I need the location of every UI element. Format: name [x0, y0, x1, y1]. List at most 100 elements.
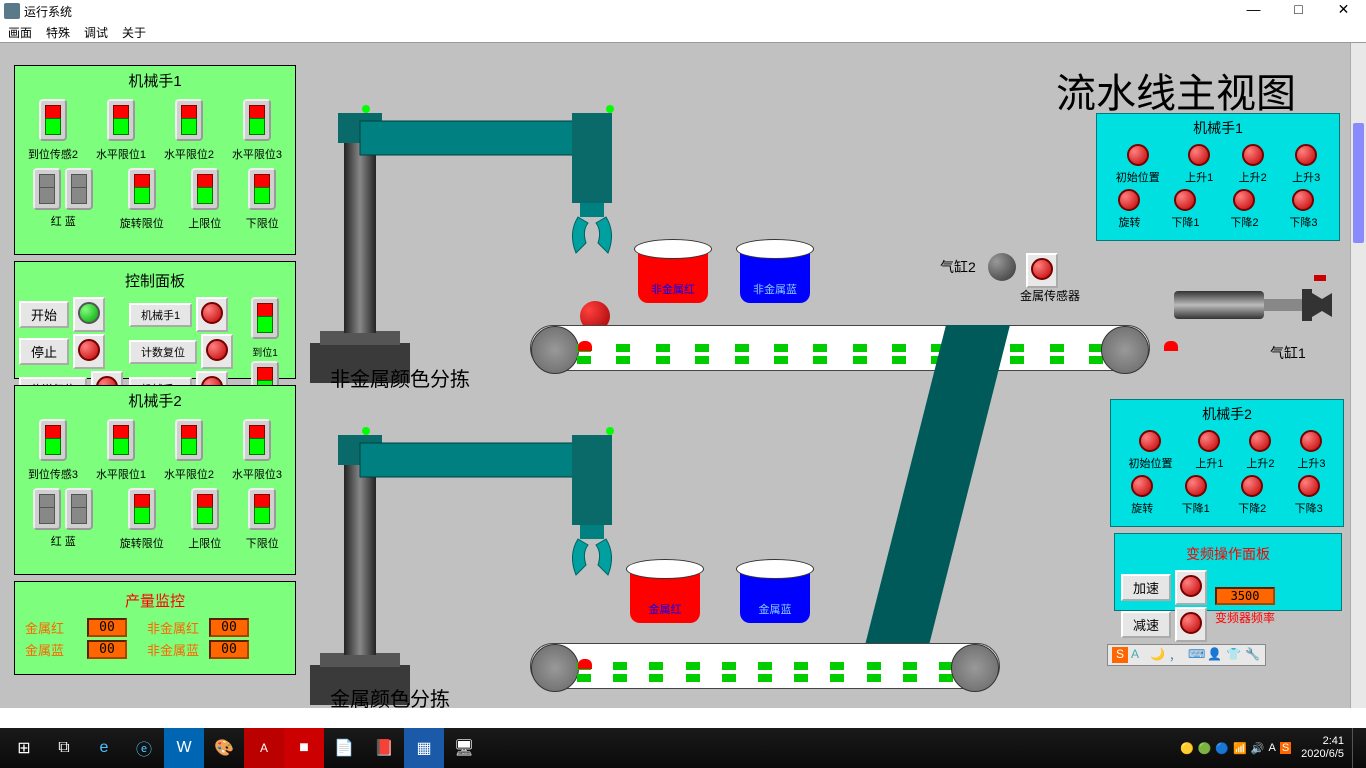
tray-volume-icon[interactable]: 🔊 [1251, 742, 1265, 755]
arm2-rot-limit[interactable] [128, 488, 156, 530]
arm2-up3-lamp[interactable] [1300, 430, 1322, 452]
cyan-panel-arm1: 机械手1 初始位置 上升1 上升2 上升3 旋转 下降1 下降2 下降3 [1096, 113, 1340, 241]
menu-about[interactable]: 关于 [122, 24, 146, 41]
stop-button[interactable]: 停止 [19, 338, 69, 365]
app-icon-2[interactable]: ■ [284, 728, 324, 768]
task-view-button[interactable]: ⧉ [44, 728, 84, 768]
arm2-rot-lamp[interactable] [1131, 475, 1153, 497]
arm1-dn2-lamp[interactable] [1233, 189, 1255, 211]
arm1-blue[interactable] [65, 168, 93, 210]
vfd-slowdown-lamp [1180, 612, 1202, 634]
vfd-slowdown-button[interactable]: 减速 [1121, 611, 1171, 638]
nonmetal-blue-count: 00 [209, 640, 249, 659]
app-icon-4[interactable]: ▦ [404, 728, 444, 768]
arm2-lower-limit[interactable] [248, 488, 276, 530]
start-button[interactable]: 开始 [19, 301, 69, 328]
panel-arm1-title: 机械手1 [15, 66, 295, 95]
arm1-up1-lamp[interactable] [1188, 144, 1210, 166]
panel-arm1: 机械手1 到位传感2 水平限位1 水平限位2 水平限位3 红 蓝 旋转限位 上限… [14, 65, 296, 255]
arm2-hlimit2[interactable] [175, 419, 203, 461]
app-icon [4, 3, 20, 19]
arm1-up2-lamp[interactable] [1242, 144, 1264, 166]
tray-lang-icon[interactable]: A [1268, 742, 1275, 754]
arm1-dn1-lamp[interactable] [1174, 189, 1196, 211]
bucket-metal-red: 金属红 [630, 567, 700, 623]
arm2-dn2-lamp[interactable] [1241, 475, 1263, 497]
tray-icon[interactable]: 🟢 [1198, 742, 1212, 755]
count-reset-button[interactable]: 计数复位 [129, 340, 197, 364]
vfd-speedup-button[interactable]: 加速 [1121, 574, 1171, 601]
arm1-sensor-pos2[interactable] [39, 99, 67, 141]
bucket-metal-blue: 金属蓝 [740, 567, 810, 623]
bucket-nonmetal-red: 非金属红 [638, 247, 708, 303]
arm1-init-lamp[interactable] [1127, 144, 1149, 166]
slide-graphic [860, 325, 1020, 665]
arm1-lower-limit[interactable] [248, 168, 276, 210]
start-menu-button[interactable]: ⊞ [4, 728, 44, 768]
arm1-hlimit2[interactable] [175, 99, 203, 141]
count-reset-lamp [206, 339, 228, 361]
arm1-red[interactable] [33, 168, 61, 210]
menu-bar: 画面 特殊 调试 关于 [0, 22, 1366, 42]
app-icon-3[interactable]: 📕 [364, 728, 404, 768]
window-title: 运行系统 [24, 3, 72, 20]
arm2-upper-limit[interactable] [191, 488, 219, 530]
maximize-button[interactable]: □ [1276, 0, 1321, 22]
tray-icon[interactable]: 🟡 [1180, 742, 1194, 755]
arm2-up1-lamp[interactable] [1198, 430, 1220, 452]
conveyor-top-sensor-end [1164, 341, 1178, 351]
arm1-up3-lamp[interactable] [1295, 144, 1317, 166]
app-icon-1[interactable]: 🎨 [204, 728, 244, 768]
arm2-dn1-lamp[interactable] [1185, 475, 1207, 497]
arm2-hlimit3[interactable] [243, 419, 271, 461]
explorer-icon[interactable]: 📄 [324, 728, 364, 768]
sort-label-nonmetal: 非金属颜色分拣 [330, 363, 470, 392]
arm1-hlimit3[interactable] [243, 99, 271, 141]
arm2-blue[interactable] [65, 488, 93, 530]
menu-screen[interactable]: 画面 [8, 24, 32, 41]
vfd-speedup-lamp [1180, 575, 1202, 597]
window-titlebar: 运行系统 — □ ✕ [0, 0, 1366, 22]
wps-icon[interactable]: W [164, 728, 204, 768]
arm2-sensor-pos3[interactable] [39, 419, 67, 461]
menu-debug[interactable]: 调试 [84, 24, 108, 41]
arm1-hlimit1[interactable] [107, 99, 135, 141]
ie-icon[interactable]: ⓔ [124, 728, 164, 768]
cylinder2-graphic [988, 253, 1016, 281]
input-method-toolbar[interactable]: S A 🌙 ， ⌨ 👤 👕 🔧 [1107, 644, 1266, 666]
tray-icon[interactable]: 📶 [1233, 742, 1247, 755]
arm1-upper-limit[interactable] [191, 168, 219, 210]
autocad-icon[interactable]: A [244, 728, 284, 768]
cylinder2-label: 气缸2 [940, 257, 976, 277]
arm1-rot-lamp[interactable] [1118, 189, 1140, 211]
edge-icon[interactable]: e [84, 728, 124, 768]
tray-icon[interactable]: 🔵 [1215, 742, 1229, 755]
show-desktop-button[interactable] [1352, 728, 1358, 768]
nonmetal-red-count: 00 [209, 618, 249, 637]
close-button[interactable]: ✕ [1321, 0, 1366, 22]
arm1-button[interactable]: 机械手1 [129, 303, 192, 327]
vertical-scrollbar[interactable] [1350, 43, 1366, 708]
menu-special[interactable]: 特殊 [46, 24, 70, 41]
arm1-dn3-lamp[interactable] [1292, 189, 1314, 211]
clock[interactable]: 2:41 2020/6/5 [1301, 735, 1344, 761]
cylinder1-graphic [1174, 275, 1344, 335]
minimize-button[interactable]: — [1231, 0, 1276, 22]
arm1-rot-limit[interactable] [128, 168, 156, 210]
system-tray[interactable]: 🟡 🟢 🔵 📶 🔊 A S 2:41 2020/6/5 [1180, 728, 1362, 768]
metal-sensor [1026, 253, 1058, 288]
cyan-panel-arm2: 机械手2 初始位置 上升1 上升2 上升3 旋转 下降1 下降2 下降3 [1110, 399, 1344, 527]
windows-taskbar[interactable]: ⊞ ⧉ e ⓔ W 🎨 A ■ 📄 📕 ▦ 🖥 🟡 🟢 🔵 📶 🔊 A S 2:… [0, 728, 1366, 768]
arm2-red[interactable] [33, 488, 61, 530]
cyan-arm2-title: 机械手2 [1111, 400, 1343, 428]
stop-lamp [78, 339, 100, 361]
arm2-dn3-lamp[interactable] [1298, 475, 1320, 497]
hmi-canvas: 流水线主视图 机械手1 到位传感2 水平限位1 水平限位2 水平限位3 红 蓝 … [0, 42, 1366, 708]
pos1-switch[interactable] [251, 297, 279, 339]
arm2-hlimit1[interactable] [107, 419, 135, 461]
running-app-icon[interactable]: 🖥 [444, 728, 484, 768]
arm2-init-lamp[interactable] [1139, 430, 1161, 452]
panel-arm2-title: 机械手2 [15, 386, 295, 415]
tray-sogou-icon[interactable]: S [1280, 742, 1291, 754]
arm2-up2-lamp[interactable] [1249, 430, 1271, 452]
